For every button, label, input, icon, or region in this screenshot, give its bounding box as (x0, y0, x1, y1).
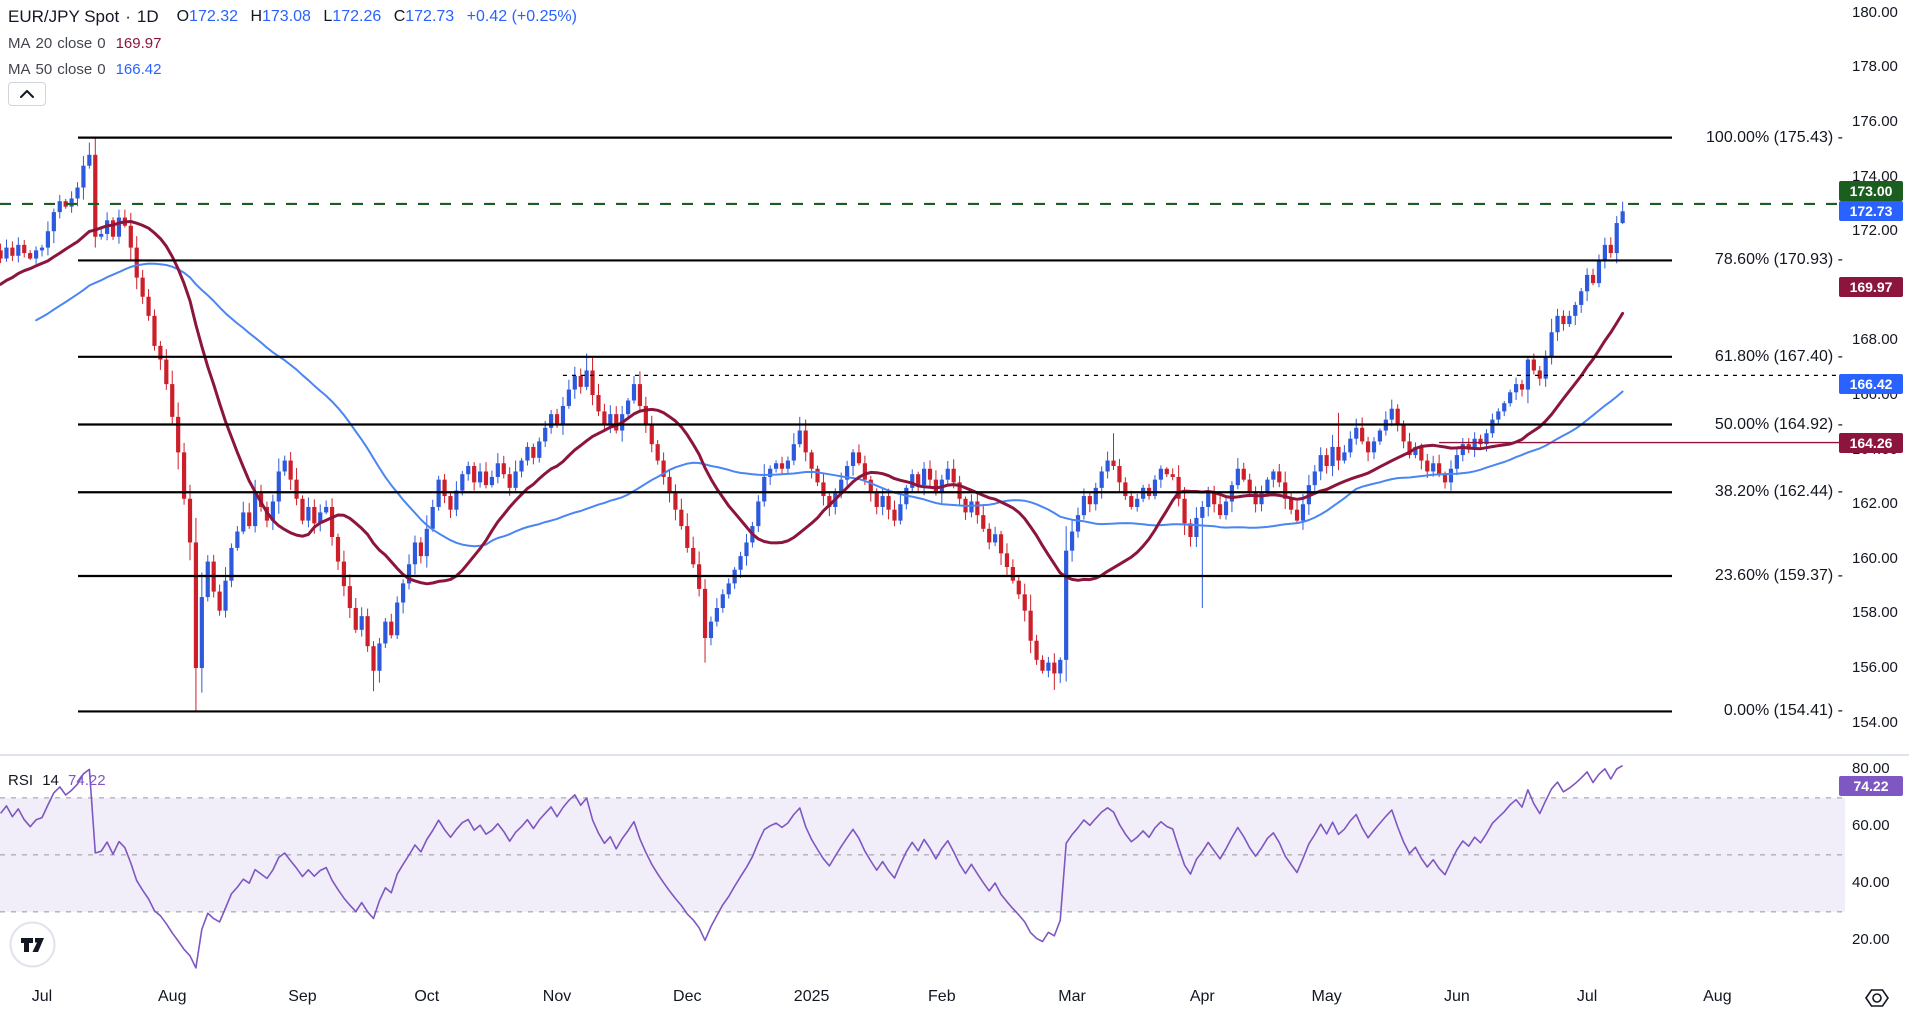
fib-level-label[interactable]: 78.60% (170.93) - (1714, 251, 1843, 269)
price-axis-label: 168.00 (1852, 331, 1898, 349)
ma50-param: 50 (35, 60, 53, 78)
time-axis-label: Jun (1443, 988, 1470, 1005)
rsi-axis-label: 80.00 (1852, 760, 1890, 778)
time-axis-label: Aug (1703, 988, 1732, 1005)
time-axis-label: Oct (414, 988, 440, 1005)
time-axis-label: Jul (31, 988, 53, 1005)
chevron-up-icon (20, 90, 34, 98)
open-value: 172.32 (189, 8, 238, 25)
rsi-value: 74.22 (68, 772, 106, 789)
ma50-value: 166.42 (115, 60, 162, 78)
price-axis-label: 178.00 (1852, 58, 1898, 76)
hexagon-eye-icon[interactable] (1864, 986, 1890, 1010)
low-value: 172.26 (332, 8, 382, 25)
alert-price-badge: 173.00 (1839, 181, 1903, 202)
time-axis-label: Nov (542, 988, 572, 1005)
close-label: C (393, 8, 406, 25)
last-price-badge: 172.73 (1839, 201, 1903, 222)
open-label: O (176, 8, 190, 25)
price-axis-label: 156.00 (1852, 659, 1898, 677)
fib-level-label[interactable]: 50.00% (164.92) - (1714, 415, 1843, 433)
time-axis-label: Aug (158, 988, 187, 1005)
ohlc-values: O172.32 H173.08 L172.26 C172.73 +0.42 (+… (169, 8, 577, 26)
ma50-source: close (57, 60, 93, 78)
time-axis-label: Mar (1058, 988, 1086, 1005)
rsi-axis-label: 60.00 (1852, 817, 1890, 835)
ma20-offset: 0 (97, 34, 106, 52)
fib-level-label[interactable]: 23.60% (159.37) - (1714, 567, 1843, 585)
ma50-legend-row[interactable]: MA 50 close 0 166.42 (8, 56, 577, 82)
rsi-name: RSI (8, 772, 34, 789)
chart-legend: EUR/JPY Spot · 1D O172.32 H173.08 L172.26 … (8, 4, 577, 82)
collapse-pane-button[interactable] (8, 82, 46, 106)
price-axis-label: 176.00 (1852, 113, 1898, 131)
rsi-param: 14 (42, 772, 59, 789)
symbol-title: EUR/JPY Spot · 1D (8, 7, 159, 26)
price-axis-label: 154.00 (1852, 713, 1898, 731)
time-axis-label: Jul (1576, 988, 1598, 1005)
ma20-name: MA (8, 34, 31, 52)
price-axis-label: 172.00 (1852, 222, 1898, 240)
ma20-param: 20 (35, 34, 53, 52)
fib-level-label[interactable]: 61.80% (167.40) - (1714, 347, 1843, 365)
rsi-axis-label: 40.00 (1852, 874, 1890, 892)
price-axis-label: 174.00 (1852, 167, 1898, 185)
ma20-source: close (57, 34, 93, 52)
rsi-legend-row[interactable]: RSI 14 74.22 (8, 772, 111, 789)
symbol-legend-row[interactable]: EUR/JPY Spot · 1D O172.32 H173.08 L172.26 … (8, 4, 577, 30)
fib-level-label[interactable]: 100.00% (175.43) - (1706, 128, 1843, 146)
ma20-price-badge: 169.97 (1839, 276, 1903, 297)
rsi-axis-label: 20.00 (1852, 931, 1890, 949)
price-axis-label: 158.00 (1852, 604, 1898, 622)
ma50-price-badge: 166.42 (1839, 373, 1903, 394)
ma20-value: 169.97 (115, 34, 162, 52)
fib-level-label[interactable]: 0.00% (154.41) - (1723, 702, 1843, 720)
high-label: H (250, 8, 262, 25)
time-axis-label: Dec (673, 988, 702, 1005)
ma20-legend-row[interactable]: MA 20 close 0 169.97 (8, 30, 577, 56)
ma50-name: MA (8, 60, 31, 78)
rsi-value-badge: 74.22 (1839, 775, 1903, 796)
interval-label: 1D (136, 7, 159, 26)
tradingview-logo[interactable] (9, 921, 56, 968)
price-axis-label: 162.00 (1852, 495, 1898, 513)
price-axis-label: 160.00 (1852, 549, 1898, 567)
close-value: 172.73 (405, 8, 455, 25)
time-axis-label: Apr (1189, 988, 1215, 1005)
time-axis-label: Feb (928, 988, 956, 1005)
change-value: +0.42 (+0.25%) (466, 8, 577, 25)
ma50-offset: 0 (97, 60, 106, 78)
time-axis-label: May (1311, 988, 1342, 1005)
time-axis-label: Sep (288, 988, 317, 1005)
fib-level-label[interactable]: 38.20% (162.44) - (1714, 483, 1843, 501)
price-axis-label: 180.00 (1852, 3, 1898, 21)
low-label: L (323, 8, 333, 25)
ray-price-badge: 164.26 (1839, 432, 1903, 453)
high-value: 173.08 (262, 8, 311, 25)
separator-dot: · (125, 7, 131, 26)
time-axis-label: 2025 (793, 988, 830, 1005)
